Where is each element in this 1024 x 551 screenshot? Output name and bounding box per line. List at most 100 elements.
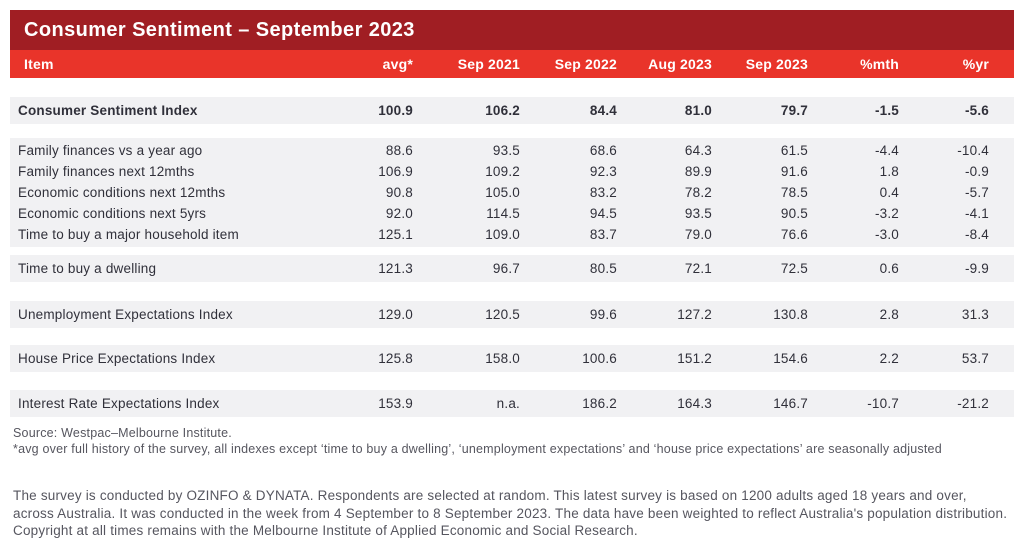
row-value: 89.9 xyxy=(684,164,712,179)
row-item-label: Time to buy a major household item xyxy=(18,227,239,242)
row-value: -0.9 xyxy=(964,164,989,179)
row-value: 92.3 xyxy=(589,164,617,179)
row-value: -5.6 xyxy=(964,103,989,118)
row-value: 158.0 xyxy=(485,351,520,366)
table-header-row: Item avg* Sep 2021 Sep 2022 Aug 2023 Sep 2023… xyxy=(10,50,1014,78)
column-header-avg: avg* xyxy=(382,56,413,72)
row-item-label: Family finances next 12mths xyxy=(18,164,195,179)
table-row-economic-conditions-next-12mths: Economic conditions next 12mths 90.8 105.0… xyxy=(10,182,1014,203)
row-value: 92.0 xyxy=(385,206,413,221)
table-row-family-finances-next-12mths: Family finances next 12mths 106.9 109.2 92.… xyxy=(10,161,1014,182)
row-value: 105.0 xyxy=(485,185,520,200)
row-value: -21.2 xyxy=(957,396,989,411)
table-group-1: Family finances vs a year ago 88.6 93.5 68.… xyxy=(10,138,1014,247)
table-row-consumer-sentiment-index: Consumer Sentiment Index 100.9 106.2 84.4 81… xyxy=(10,97,1014,124)
row-value: 106.2 xyxy=(485,103,520,118)
row-value: 114.5 xyxy=(486,206,520,221)
row-value: 72.1 xyxy=(684,261,712,276)
row-item-label: House Price Expectations Index xyxy=(18,351,216,366)
row-value: 100.6 xyxy=(582,351,617,366)
row-item-label: Unemployment Expectations Index xyxy=(18,307,233,322)
row-value: 153.9 xyxy=(378,396,413,411)
column-header-yr: %yr xyxy=(962,56,989,72)
row-value: 79.0 xyxy=(684,227,712,242)
row-value: 99.6 xyxy=(589,307,617,322)
row-value: 127.2 xyxy=(677,307,712,322)
row-value: 120.5 xyxy=(485,307,520,322)
row-value: 68.6 xyxy=(589,143,617,158)
row-value: 93.5 xyxy=(492,143,520,158)
row-value: 78.5 xyxy=(780,185,808,200)
column-header-sep-2021: Sep 2021 xyxy=(457,56,520,72)
row-value: 121.3 xyxy=(378,261,413,276)
row-value: 72.5 xyxy=(780,261,808,276)
row-value: 106.9 xyxy=(378,164,413,179)
row-value: 125.8 xyxy=(378,351,413,366)
row-value: 93.5 xyxy=(684,206,712,221)
table-group-3: Unemployment Expectations Index 129.0 120.… xyxy=(10,301,1014,328)
report-title: Consumer Sentiment – September 2023 xyxy=(24,18,415,41)
row-item-label: Family finances vs a year ago xyxy=(18,143,203,158)
row-value: 61.5 xyxy=(780,143,808,158)
row-value: 91.6 xyxy=(780,164,808,179)
row-value: -5.7 xyxy=(964,185,989,200)
row-value: 129.0 xyxy=(378,307,413,322)
survey-disclaimer: The survey is conducted by OZINFO & DYNA… xyxy=(13,488,1008,538)
row-value: -9.9 xyxy=(964,261,989,276)
row-value: 164.3 xyxy=(677,396,712,411)
row-value: 0.4 xyxy=(879,185,899,200)
row-value: -3.2 xyxy=(874,206,899,221)
table-row-economic-conditions-next-5yrs: Economic conditions next 5yrs 92.0 114.5 94… xyxy=(10,203,1014,224)
row-value: 83.7 xyxy=(589,227,617,242)
row-item-label: Time to buy a dwelling xyxy=(18,261,157,276)
row-value: 2.8 xyxy=(879,307,899,322)
column-header-sep-2023: Sep 2023 xyxy=(745,56,808,72)
row-item-label: Economic conditions next 5yrs xyxy=(18,206,207,221)
row-item-label: Consumer Sentiment Index xyxy=(18,103,198,118)
table-row-time-to-buy-a-dwelling: Time to buy a dwelling 121.3 96.7 80.5 72.1 7… xyxy=(10,255,1014,282)
row-value: 154.6 xyxy=(773,351,808,366)
row-value: 81.0 xyxy=(684,103,712,118)
row-item-label: Economic conditions next 12mths xyxy=(18,185,226,200)
table-notes: Source: Westpac–Melbourne Institute. *av… xyxy=(10,425,1014,457)
table-row-unemployment-expectations-index: Unemployment Expectations Index 129.0 120.… xyxy=(10,301,1014,328)
column-header-item: Item xyxy=(24,56,54,72)
table-row-interest-rate-expectations-index: Interest Rate Expectations Index 153.9 n.a… xyxy=(10,390,1014,417)
row-value: 53.7 xyxy=(961,351,989,366)
row-value: 80.5 xyxy=(589,261,617,276)
row-value: 100.9 xyxy=(378,103,413,118)
row-value: 64.3 xyxy=(684,143,712,158)
row-value: -10.4 xyxy=(957,143,989,158)
row-value: 2.2 xyxy=(879,351,899,366)
row-value: 79.7 xyxy=(780,103,808,118)
row-value: 90.5 xyxy=(780,206,808,221)
row-value: -3.0 xyxy=(874,227,899,242)
table-group-2: Time to buy a dwelling 121.3 96.7 80.5 72.1 7… xyxy=(10,255,1014,282)
table-group-4: House Price Expectations Index 125.8 158.0… xyxy=(10,345,1014,372)
row-value: -4.1 xyxy=(964,206,989,221)
row-value: 96.7 xyxy=(492,261,520,276)
row-value: 146.7 xyxy=(773,396,808,411)
avg-footnote: *avg over full history of the survey, al… xyxy=(13,442,942,456)
table-row-house-price-expectations-index: House Price Expectations Index 125.8 158.0… xyxy=(10,345,1014,372)
row-value: 31.3 xyxy=(961,307,989,322)
row-value: 78.2 xyxy=(684,185,712,200)
row-value: -10.7 xyxy=(867,396,899,411)
row-value: 125.1 xyxy=(378,227,413,242)
row-value: 109.0 xyxy=(485,227,520,242)
row-value: 76.6 xyxy=(780,227,808,242)
column-header-sep-2022: Sep 2022 xyxy=(554,56,617,72)
row-value: 109.2 xyxy=(485,164,520,179)
row-item-label: Interest Rate Expectations Index xyxy=(18,396,220,411)
table-row-family-finances-vs-a-year-ago: Family finances vs a year ago 88.6 93.5 68.… xyxy=(10,140,1014,161)
table-row-time-to-buy-a-major-household-item: Time to buy a major household item 125.1 1… xyxy=(10,224,1014,245)
table-body: Consumer Sentiment Index 100.9 106.2 84.4 81… xyxy=(0,97,1024,417)
row-value: 0.6 xyxy=(879,261,899,276)
row-value: -8.4 xyxy=(964,227,989,242)
row-value: 186.2 xyxy=(582,396,617,411)
row-value: n.a. xyxy=(496,396,520,411)
row-value: 83.2 xyxy=(589,185,617,200)
source-note: Source: Westpac–Melbourne Institute. xyxy=(13,426,232,440)
column-header-aug-2023: Aug 2023 xyxy=(648,56,712,72)
